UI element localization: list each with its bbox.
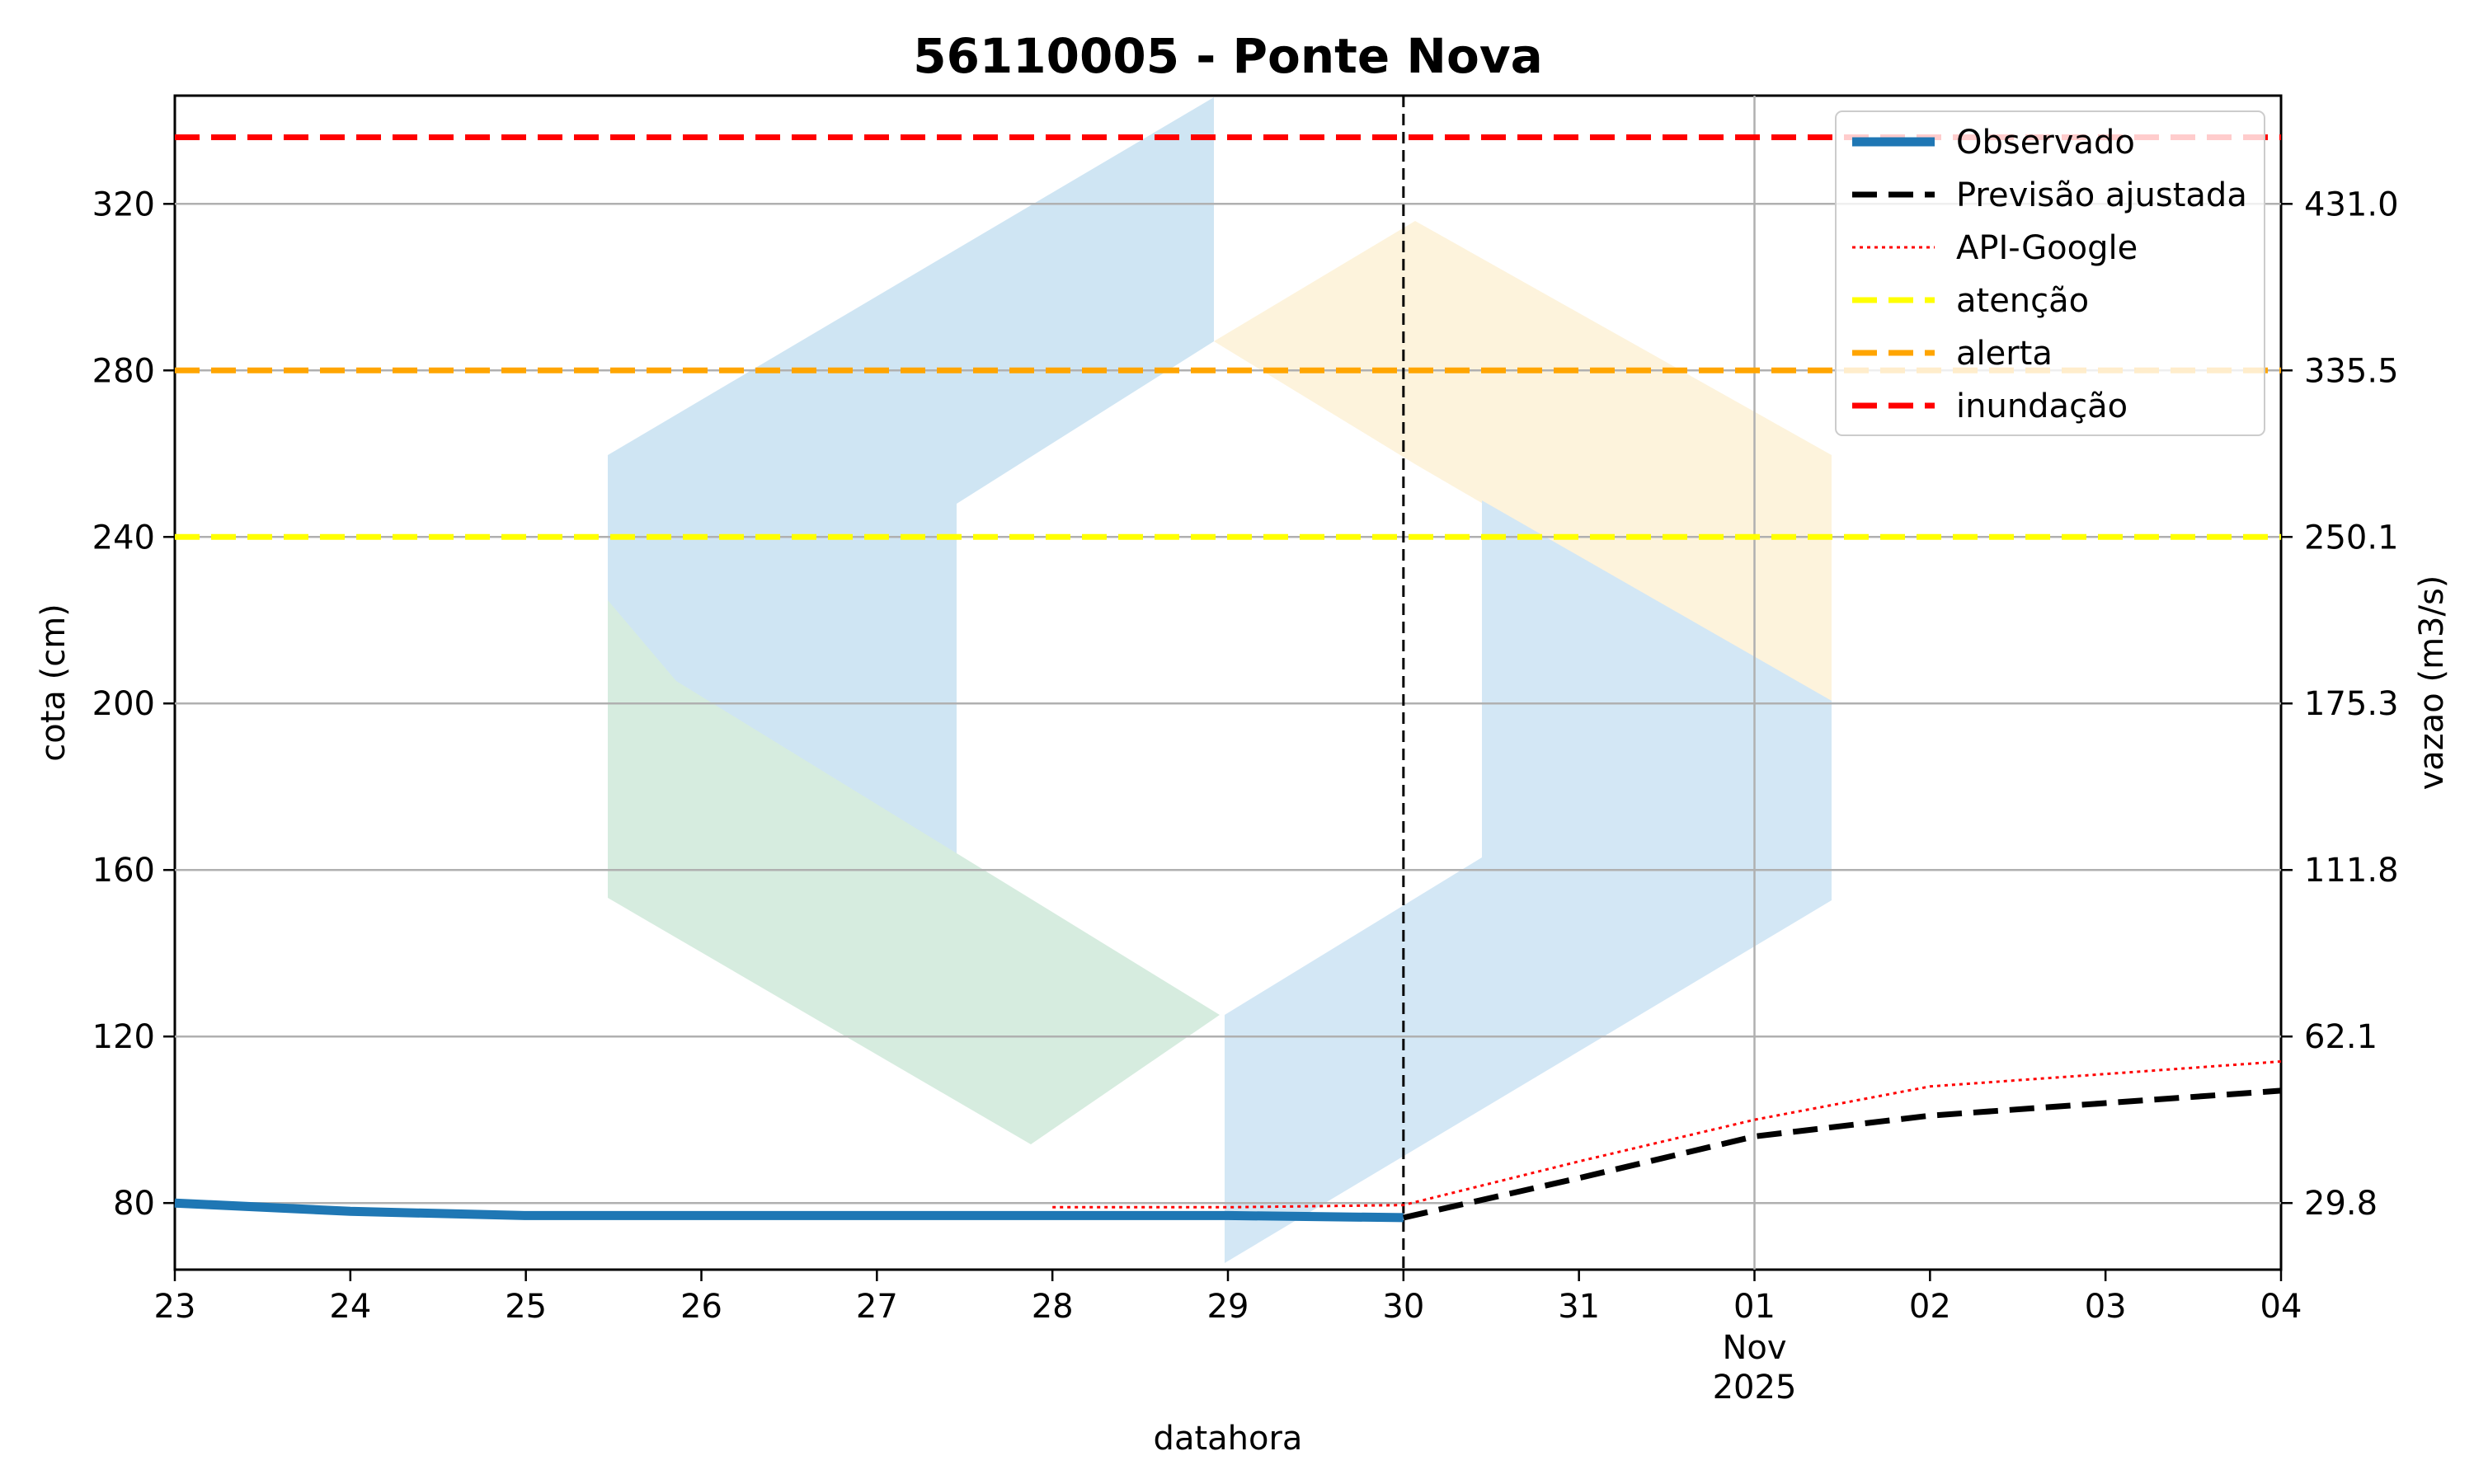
y-tick-label: 80 xyxy=(113,1185,155,1223)
y-tick-label: 200 xyxy=(92,685,155,723)
legend-label-atenção: atenção xyxy=(1956,282,2089,320)
x-tick-label: 23 xyxy=(154,1288,196,1326)
x-tick-label: 30 xyxy=(1382,1288,1424,1326)
legend-label-alerta: alerta xyxy=(1956,335,2053,373)
y2-tick-label: 250.1 xyxy=(2304,519,2399,556)
x-tick-label: 24 xyxy=(329,1288,371,1326)
y2-tick-label: 62.1 xyxy=(2304,1018,2378,1056)
axes: 80 120 160 200 240 280 320 29.8 62.1 111.8 175.3 25… xyxy=(92,186,2399,1407)
legend-label-API-Google: API-Google xyxy=(1956,229,2138,267)
y2-axis-label: vazao (m3/s) xyxy=(2413,575,2451,791)
x-tick-label: 04 xyxy=(2260,1288,2302,1326)
x-axis-label: datahora xyxy=(1154,1420,1303,1458)
x-tick-label: 27 xyxy=(856,1288,898,1326)
legend-label-Observado: Observado xyxy=(1956,124,2135,162)
legend-label-Previsão ajustada: Previsão ajustada xyxy=(1956,176,2247,214)
x-month-label: Nov xyxy=(1722,1329,1786,1367)
chart-title: 56110005 - Ponte Nova xyxy=(913,28,1543,84)
y2-tick-label: 175.3 xyxy=(2304,685,2399,723)
x-tick-label: 03 xyxy=(2085,1288,2127,1326)
y-tick-label: 160 xyxy=(92,852,155,890)
series-layer xyxy=(174,1060,2282,1223)
y2-tick-label: 29.8 xyxy=(2304,1185,2378,1223)
x-tick-label: 26 xyxy=(680,1288,722,1326)
series-line-Previsão ajustada xyxy=(1403,1087,2282,1221)
y-axis-label: cota (cm) xyxy=(35,603,73,762)
y-tick-label: 120 xyxy=(92,1018,155,1056)
x-tick-label: 29 xyxy=(1207,1288,1249,1326)
y-tick-label: 320 xyxy=(92,186,155,223)
legend-label-inundação: inundação xyxy=(1956,387,2128,425)
x-tick-label: 28 xyxy=(1032,1288,1074,1326)
series-line-Observado xyxy=(174,1198,1404,1223)
y2-tick-label: 431.0 xyxy=(2304,186,2399,223)
legend-box xyxy=(1835,110,2265,436)
legend: Observado Previsão ajustada API-Google aten… xyxy=(1835,110,2265,436)
y2-tick-label: 335.5 xyxy=(2304,352,2399,390)
x-tick-label: 01 xyxy=(1733,1288,1776,1326)
y-tick-label: 280 xyxy=(92,352,155,390)
x-year-label: 2025 xyxy=(1713,1369,1797,1407)
x-tick-label: 02 xyxy=(1909,1288,1951,1326)
x-tick-label: 25 xyxy=(505,1288,547,1326)
y-tick-label: 240 xyxy=(92,519,155,556)
x-tick-label: 31 xyxy=(1558,1288,1600,1326)
watermark-logo xyxy=(608,97,1832,1263)
y2-tick-label: 111.8 xyxy=(2304,852,2399,890)
